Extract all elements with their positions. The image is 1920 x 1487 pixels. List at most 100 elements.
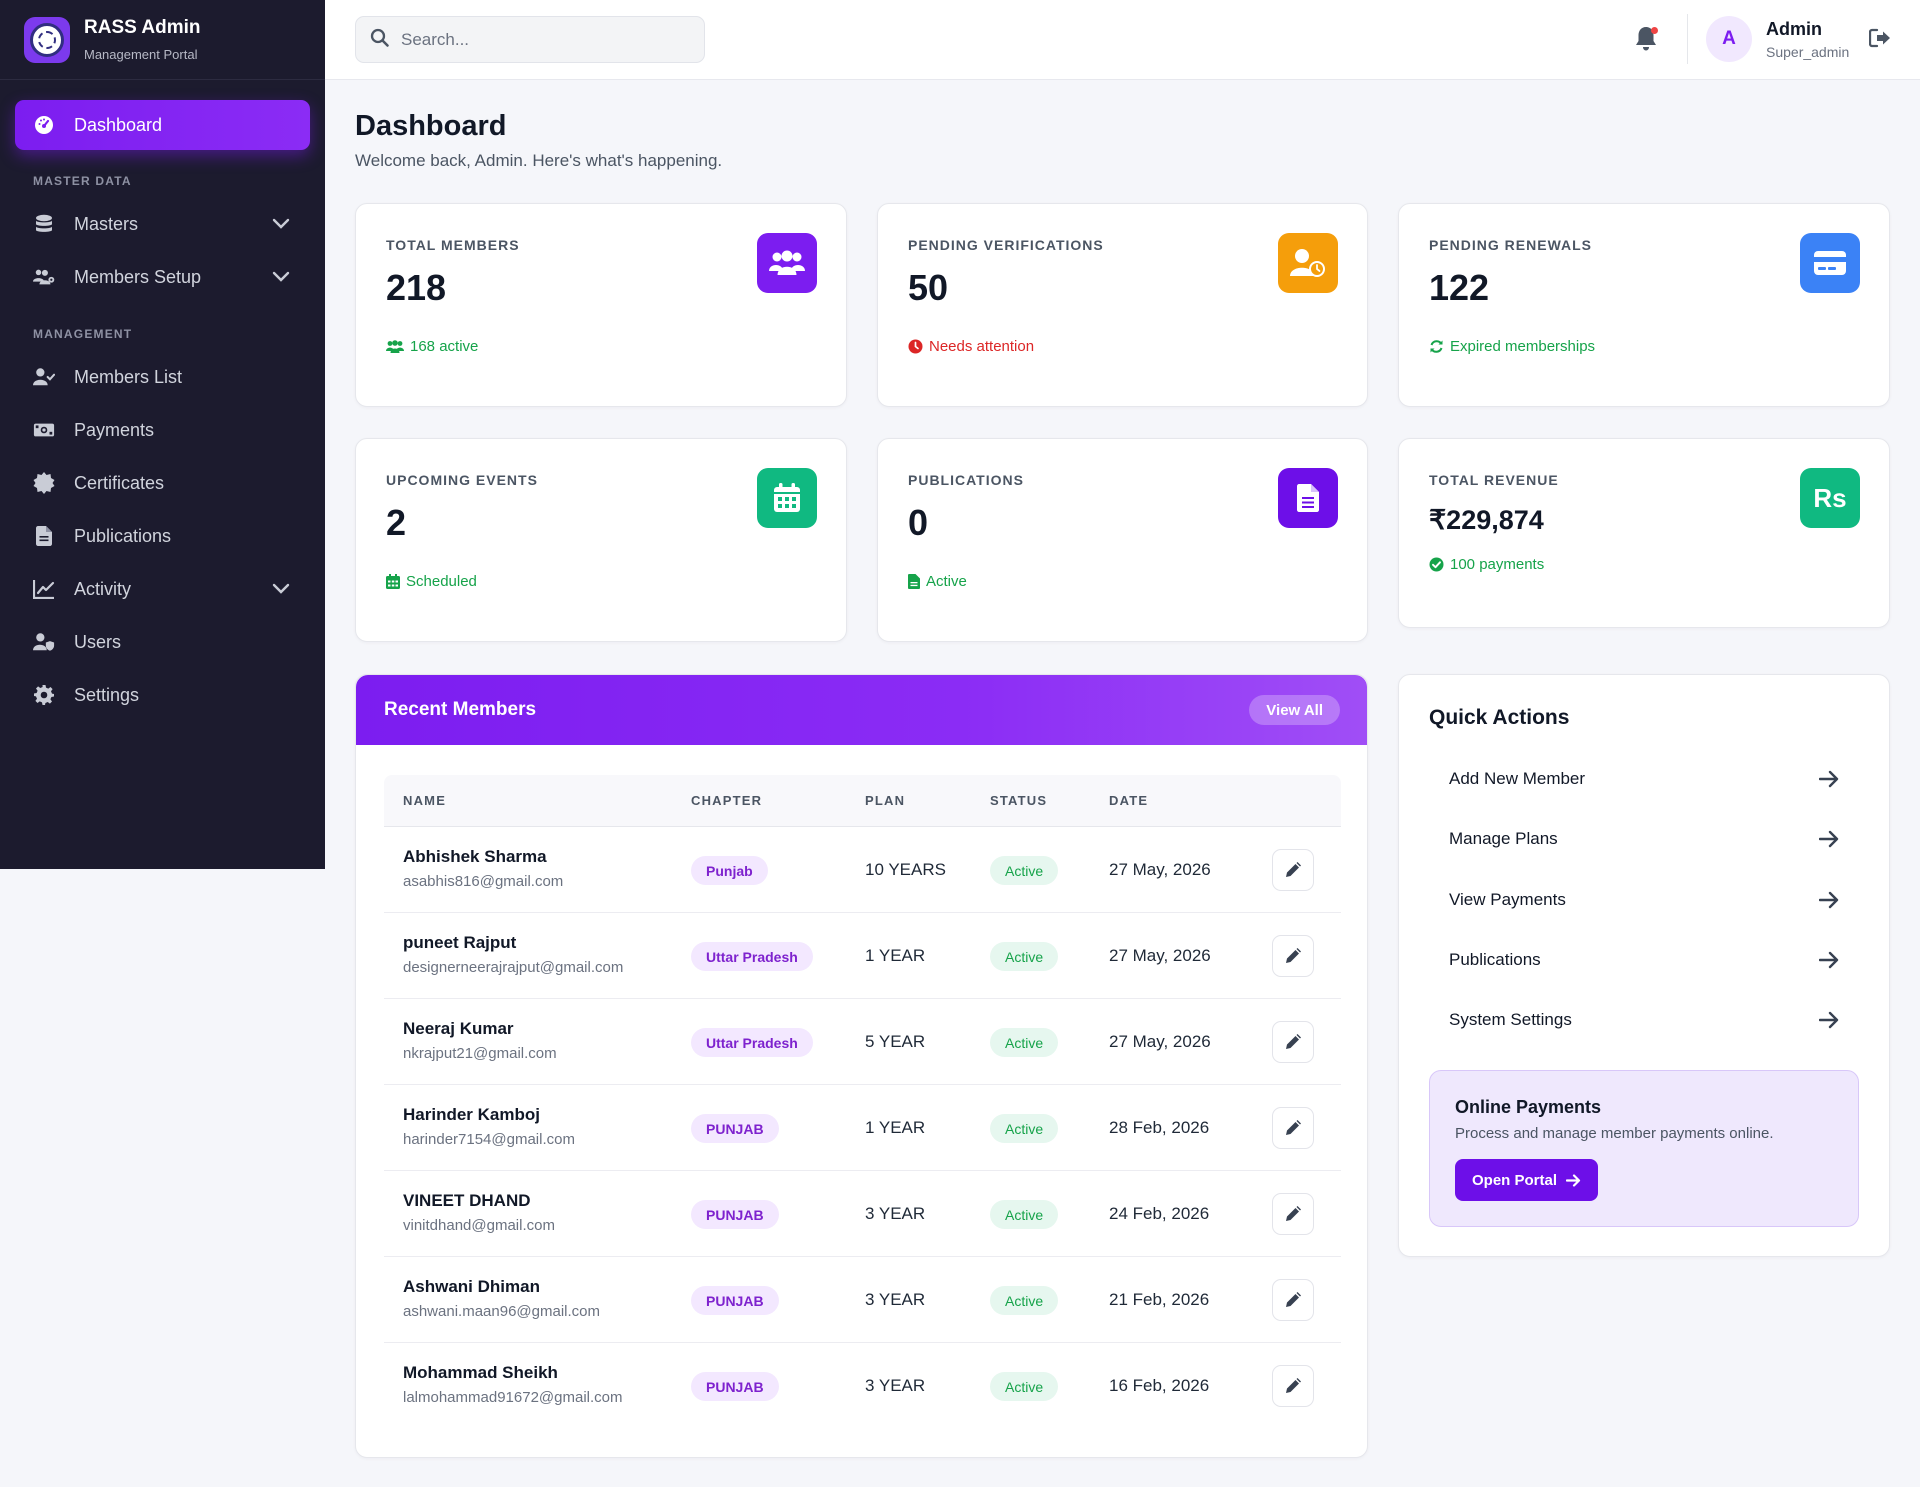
chevron-down-icon [270, 578, 292, 600]
topbar: A Admin Super_admin [325, 0, 1920, 80]
quick-action-add-member[interactable]: Add New Member [1429, 755, 1859, 803]
member-date: 27 May, 2026 [1109, 1032, 1211, 1051]
pencil-icon [1286, 1378, 1301, 1393]
sidebar-item-members-list[interactable]: Members List [15, 352, 310, 402]
search-icon [370, 28, 389, 52]
column-header-date: DATE [1109, 793, 1149, 808]
recent-members-header: Recent Members View All [356, 675, 1367, 745]
sidebar-item-certificates[interactable]: Certificates [15, 458, 310, 508]
credit-card-icon [1800, 233, 1860, 293]
table-header: NAME CHAPTER PLAN STATUS DATE [384, 775, 1341, 827]
sidebar-item-users[interactable]: Users [15, 617, 310, 667]
edit-button[interactable] [1272, 1107, 1314, 1149]
status-badge: Active [990, 1114, 1059, 1143]
stat-footnote: Scheduled [386, 573, 477, 590]
status-badge: Active [990, 1200, 1059, 1229]
stat-card-total-members: TOTAL MEMBERS 218 168 active [355, 203, 847, 407]
chapter-badge: Uttar Pradesh [691, 942, 813, 971]
table-row: Neeraj Kumar nkrajput21@gmail.com Uttar … [384, 999, 1341, 1085]
sidebar-item-label: Masters [74, 213, 139, 234]
gauge-icon [33, 114, 55, 136]
member-email: vinitdhand@gmail.com [403, 1217, 555, 1234]
page-subtitle: Welcome back, Admin. Here's what's happe… [355, 151, 723, 170]
member-date: 21 Feb, 2026 [1109, 1290, 1210, 1309]
recent-members-card: Recent Members View All NAME CHAPTER PLA… [355, 674, 1368, 1458]
calendar-small-icon [386, 574, 400, 589]
online-payments-title: Online Payments [1455, 1097, 1602, 1117]
quick-actions-card: Quick Actions Add New Member Manage Plan… [1398, 674, 1890, 1257]
open-portal-button[interactable]: Open Portal [1455, 1159, 1599, 1201]
member-email: nkrajput21@gmail.com [403, 1045, 557, 1062]
sidebar: RASS Admin Management Portal Dashboard M… [0, 0, 325, 869]
quick-action-label: Add New Member [1449, 769, 1586, 788]
edit-button[interactable] [1272, 849, 1314, 891]
stat-label: PENDING RENEWALS [1429, 237, 1593, 253]
arrow-right-icon [1819, 1011, 1839, 1029]
quick-action-manage-plans[interactable]: Manage Plans [1429, 815, 1859, 863]
edit-button[interactable] [1272, 935, 1314, 977]
chevron-down-icon [270, 213, 292, 235]
online-payments-panel: Online Payments Process and manage membe… [1429, 1070, 1859, 1227]
sidebar-item-publications[interactable]: Publications [15, 511, 310, 561]
member-plan: 3 YEAR [865, 1204, 926, 1223]
edit-button[interactable] [1272, 1021, 1314, 1063]
member-email: lalmohammad91672@gmail.com [403, 1389, 623, 1406]
sidebar-item-settings[interactable]: Settings [15, 670, 310, 720]
sidebar-item-activity[interactable]: Activity [15, 564, 310, 614]
member-date: 28 Feb, 2026 [1109, 1118, 1210, 1137]
sidebar-item-label: Users [74, 631, 122, 652]
stat-footnote-text: Needs attention [929, 338, 1035, 355]
member-name: Abhishek Sharma [403, 847, 547, 866]
logo-icon [24, 16, 70, 63]
edit-button[interactable] [1272, 1193, 1314, 1235]
sidebar-item-label: Publications [74, 525, 172, 546]
view-all-button[interactable]: View All [1249, 695, 1340, 725]
search-box[interactable] [355, 16, 705, 63]
stat-value: ₹229,874 [1429, 505, 1544, 535]
pencil-icon [1286, 862, 1301, 877]
quick-action-view-payments[interactable]: View Payments [1429, 876, 1859, 924]
table-row: puneet Rajput designerneerajrajput@gmail… [384, 913, 1341, 999]
sidebar-item-masters[interactable]: Masters [15, 199, 310, 249]
users-icon [757, 233, 817, 293]
nav-section-master-data: MASTER DATA [33, 174, 132, 188]
table-row: VINEET DHAND vinitdhand@gmail.com PUNJAB… [384, 1171, 1341, 1257]
notification-bell-icon[interactable] [1632, 25, 1660, 55]
member-name: Harinder Kamboj [403, 1105, 540, 1124]
stat-value: 218 [386, 267, 447, 308]
avatar[interactable]: A [1706, 16, 1752, 62]
chapter-badge: PUNJAB [691, 1372, 779, 1401]
member-plan: 1 YEAR [865, 1118, 926, 1137]
file-small-icon [908, 574, 920, 589]
sidebar-item-members-setup[interactable]: Members Setup [15, 252, 310, 302]
arrow-right-icon [1819, 770, 1839, 788]
stat-label: PENDING VERIFICATIONS [908, 237, 1104, 253]
stat-value: 0 [908, 502, 929, 543]
brand: RASS Admin Management Portal [0, 0, 325, 80]
member-email: ashwani.maan96@gmail.com [403, 1303, 600, 1320]
sidebar-item-payments[interactable]: Payments [15, 405, 310, 455]
stat-card-pending-renewals: PENDING RENEWALS 122 Expired memberships [1398, 203, 1890, 407]
search-input[interactable] [401, 29, 691, 50]
online-payments-text: Process and manage member payments onlin… [1455, 1125, 1774, 1142]
quick-action-system-settings[interactable]: System Settings [1429, 996, 1859, 1044]
stat-footnote: Active [908, 573, 967, 590]
user-clock-icon [1278, 233, 1338, 293]
certificate-icon [33, 472, 55, 494]
quick-action-publications[interactable]: Publications [1429, 936, 1859, 984]
sidebar-item-label: Activity [74, 578, 132, 599]
check-circle-icon [1429, 557, 1444, 572]
logout-icon[interactable] [1868, 28, 1891, 50]
chapter-badge: PUNJAB [691, 1286, 779, 1315]
stat-card-pending-verifications: PENDING VERIFICATIONS 50 Needs attention [877, 203, 1368, 407]
sidebar-item-label: Settings [74, 684, 140, 705]
member-date: 27 May, 2026 [1109, 946, 1211, 965]
pencil-icon [1286, 1292, 1301, 1307]
edit-button[interactable] [1272, 1279, 1314, 1321]
arrow-right-icon [1819, 830, 1839, 848]
edit-button[interactable] [1272, 1365, 1314, 1407]
stat-footnote-text: Expired memberships [1450, 338, 1596, 355]
table-row: Ashwani Dhiman ashwani.maan96@gmail.com … [384, 1257, 1341, 1343]
sidebar-item-dashboard[interactable]: Dashboard [15, 100, 310, 150]
member-date: 27 May, 2026 [1109, 860, 1211, 879]
